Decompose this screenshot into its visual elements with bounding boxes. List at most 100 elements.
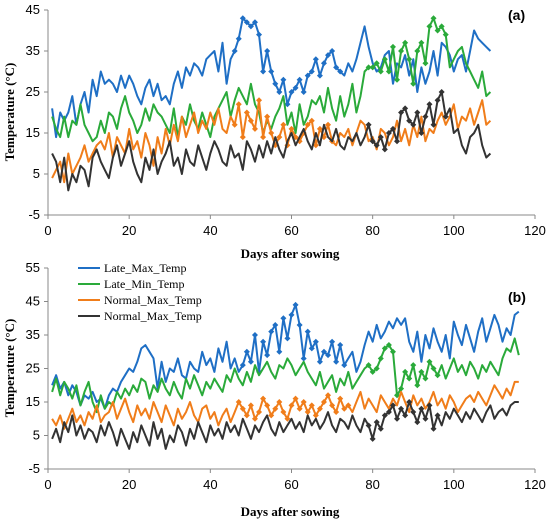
data-point-marker <box>410 362 417 369</box>
data-point-marker <box>329 48 336 54</box>
data-point-marker <box>406 56 413 63</box>
data-point-marker <box>341 362 348 369</box>
series-line-2 <box>51 380 519 430</box>
data-point-marker <box>320 399 327 405</box>
data-point-marker <box>272 405 279 412</box>
y-tick-label: 45 <box>26 294 40 309</box>
series-line-2 <box>51 99 492 184</box>
x-tick-label: 0 <box>44 223 51 238</box>
data-point-marker <box>329 402 336 409</box>
data-point-marker <box>422 375 429 382</box>
data-point-marker <box>243 348 250 355</box>
data-point-marker <box>369 64 376 71</box>
data-point-marker <box>296 405 303 412</box>
series-line-1 <box>51 337 520 414</box>
data-point-marker <box>296 321 303 328</box>
data-point-marker <box>288 311 295 318</box>
data-point-marker <box>426 358 433 365</box>
data-point-marker <box>288 402 295 409</box>
data-point-marker <box>389 402 396 409</box>
data-point-marker <box>410 409 417 416</box>
data-point-marker <box>333 409 340 416</box>
data-point-marker <box>276 89 283 95</box>
data-point-marker <box>260 338 267 345</box>
data-point-marker <box>385 130 392 136</box>
y-tick-label: 5 <box>33 428 40 443</box>
data-point-marker <box>231 121 238 128</box>
y-axis-title: Temperature (°C) <box>2 319 17 418</box>
data-point-marker <box>394 138 401 145</box>
data-point-marker <box>389 348 396 355</box>
data-point-marker <box>260 68 267 75</box>
data-point-marker <box>373 419 380 426</box>
y-tick-label: 35 <box>26 43 40 58</box>
panel-label: (b) <box>508 289 526 305</box>
y-axis-title: Temperature (°C) <box>2 63 17 162</box>
x-tick-label: 20 <box>122 477 136 492</box>
data-point-marker <box>410 121 417 128</box>
x-tick-label: 120 <box>524 477 546 492</box>
data-point-marker <box>243 109 250 116</box>
y-tick-label: -5 <box>28 207 40 222</box>
data-point-marker <box>325 392 332 399</box>
legend-label: Late_Max_Temp <box>104 261 186 275</box>
data-point-marker <box>316 358 323 365</box>
y-tick-label: -5 <box>28 461 40 476</box>
data-point-marker <box>402 105 409 112</box>
data-point-marker <box>402 412 409 419</box>
x-tick-label: 100 <box>443 477 465 492</box>
data-point-marker <box>292 395 299 402</box>
data-point-marker <box>251 415 258 422</box>
data-point-marker <box>381 345 388 352</box>
data-point-marker <box>243 19 250 26</box>
data-point-marker <box>264 352 271 359</box>
x-tick-label: 80 <box>365 477 379 492</box>
data-point-marker <box>280 121 287 128</box>
data-point-marker <box>337 68 344 75</box>
panel-b: -5 5 15 25 35 45 55 0 20 40 60 80 100 120 (b) Days afte… <box>2 260 546 519</box>
data-point-marker <box>300 355 307 362</box>
data-point-marker <box>235 35 242 42</box>
data-point-marker <box>398 405 405 412</box>
data-point-marker <box>422 415 429 422</box>
data-point-marker <box>312 338 319 345</box>
data-point-marker <box>418 405 425 412</box>
panel-label: (a) <box>508 7 525 23</box>
data-point-marker <box>418 368 425 375</box>
data-point-marker <box>272 80 279 87</box>
data-point-marker <box>247 117 254 124</box>
x-tick-label: 100 <box>443 223 465 238</box>
data-point-marker <box>414 382 421 389</box>
data-point-marker <box>264 48 271 54</box>
data-point-marker <box>280 76 287 83</box>
data-point-marker <box>256 97 263 104</box>
data-point-marker <box>402 39 409 46</box>
data-point-marker <box>316 405 323 412</box>
data-point-marker <box>264 402 271 409</box>
data-point-marker <box>406 117 413 124</box>
data-point-marker <box>373 142 380 149</box>
data-point-marker <box>239 362 246 369</box>
data-point-marker <box>389 43 396 50</box>
data-point-marker <box>268 68 275 75</box>
data-point-marker <box>272 321 279 328</box>
data-point-marker <box>296 76 303 83</box>
data-point-marker <box>251 332 258 338</box>
data-point-marker <box>438 89 445 95</box>
data-point-marker <box>369 368 376 375</box>
data-point-marker <box>308 68 315 75</box>
data-point-marker <box>276 399 283 405</box>
data-point-marker <box>434 412 441 419</box>
data-point-marker <box>422 113 429 120</box>
data-point-marker <box>329 338 336 345</box>
data-point-marker <box>284 335 291 342</box>
data-point-marker <box>268 130 275 136</box>
y-tick-label: 5 <box>33 166 40 181</box>
data-point-marker <box>389 125 396 132</box>
data-point-marker <box>365 422 372 429</box>
data-point-marker <box>300 399 307 405</box>
data-point-marker <box>231 48 238 54</box>
data-point-marker <box>276 348 283 355</box>
data-point-marker <box>385 68 392 75</box>
data-point-marker <box>414 109 421 116</box>
